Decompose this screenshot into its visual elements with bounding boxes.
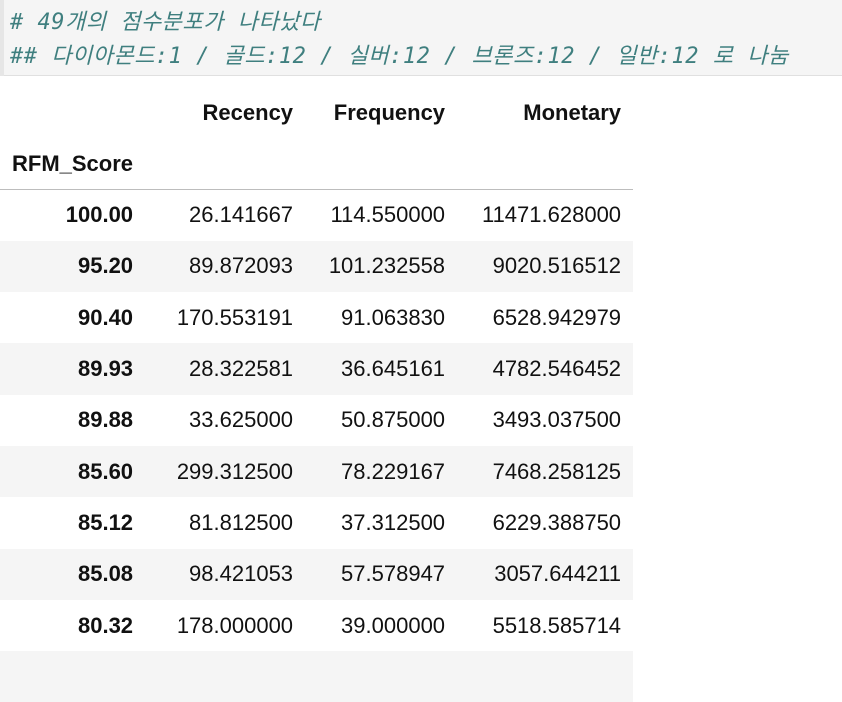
code-comment-line-2: ## 다이아몬드:1 / 골드:12 / 실버:12 / 브론즈:12 / 일반… xyxy=(10,44,789,69)
cell-recency: 81.812500 xyxy=(189,509,294,535)
cell-recency: 26.141667 xyxy=(189,202,294,228)
cell-frequency: 114.550000 xyxy=(330,202,446,228)
table-row: 89.88 33.625000 50.875000 3493.037500 xyxy=(0,394,634,446)
column-header-monetary: Monetary xyxy=(523,100,622,125)
row-index-score: 80.32 xyxy=(77,612,134,638)
cell-recency: 28.322581 xyxy=(189,356,294,382)
cell-frequency: 78.229167 xyxy=(341,458,446,484)
dataframe-table: Recency Frequency Monetary RFM_Score 100… xyxy=(0,88,634,702)
table-row: 100.00 26.141667 114.550000 11471.628000 xyxy=(0,189,634,241)
column-header-frequency: Frequency xyxy=(333,100,446,125)
cell-monetary: 11471.628000 xyxy=(481,202,622,228)
code-comment-line-1: # 49개의 점수분포가 나타났다 xyxy=(10,10,321,35)
cell-recency: 89.872093 xyxy=(189,253,294,279)
cell-frequency: 37.312500 xyxy=(341,509,446,535)
cell-frequency: 101.232558 xyxy=(328,253,446,279)
cell-recency: 178.000000 xyxy=(176,612,294,638)
row-index-score: 90.40 xyxy=(77,304,134,330)
cell-frequency: 57.578947 xyxy=(341,561,446,587)
cell-monetary: 3493.037500 xyxy=(492,407,622,433)
row-index-score: 85.08 xyxy=(77,561,134,587)
cell-gutter xyxy=(0,0,4,76)
cell-recency: 33.625000 xyxy=(189,407,294,433)
cell-frequency: 50.875000 xyxy=(341,407,446,433)
cell-monetary: 6229.388750 xyxy=(492,509,622,535)
cell-monetary: 6528.942979 xyxy=(492,304,622,330)
column-header-recency: Recency xyxy=(202,100,294,125)
row-index-score: 95.20 xyxy=(77,253,134,279)
table-row: 89.93 28.322581 36.645161 4782.546452 xyxy=(0,343,634,395)
row-index-score: 100.00 xyxy=(65,202,134,228)
cell-frequency: 39.000000 xyxy=(341,612,446,638)
table-row: 90.40 170.553191 91.063830 6528.942979 xyxy=(0,292,634,344)
row-index-score: 85.60 xyxy=(77,458,134,484)
cell-monetary: 7468.258125 xyxy=(492,458,622,484)
cell-recency: 98.421053 xyxy=(189,561,294,587)
cell-frequency: 91.063830 xyxy=(341,304,446,330)
cell-monetary: 4782.546452 xyxy=(492,356,622,382)
cell-monetary: 9020.516512 xyxy=(492,253,622,279)
table-row: 95.20 89.872093 101.232558 9020.516512 xyxy=(0,240,634,293)
row-index-score: 89.88 xyxy=(77,407,134,433)
index-header-spacer xyxy=(0,88,145,138)
table-row-partial xyxy=(0,651,634,702)
table-row: 85.08 98.421053 57.578947 3057.644211 xyxy=(0,548,634,600)
column-header-row: Recency Frequency Monetary xyxy=(0,88,633,138)
cell-recency: 170.553191 xyxy=(176,304,294,330)
table-row: 85.60 299.312500 78.229167 7468.258125 xyxy=(0,445,634,498)
cell-monetary: 3057.644211 xyxy=(494,561,622,587)
table-row: 80.32 178.000000 39.000000 5518.585714 xyxy=(0,599,634,652)
table-row: 85.12 81.812500 37.312500 6229.388750 xyxy=(0,497,634,549)
row-index-score: 85.12 xyxy=(77,509,134,535)
index-name-row: RFM_Score xyxy=(0,138,634,190)
index-name-label: RFM_Score xyxy=(0,138,146,190)
cell-frequency: 36.645161 xyxy=(341,356,446,382)
code-cell[interactable]: # 49개의 점수분포가 나타났다 ## 다이아몬드:1 / 골드:12 / 실… xyxy=(0,0,842,76)
cell-recency: 299.312500 xyxy=(176,458,294,484)
row-index-score: 89.93 xyxy=(77,356,134,382)
cell-monetary: 5518.585714 xyxy=(492,612,622,638)
